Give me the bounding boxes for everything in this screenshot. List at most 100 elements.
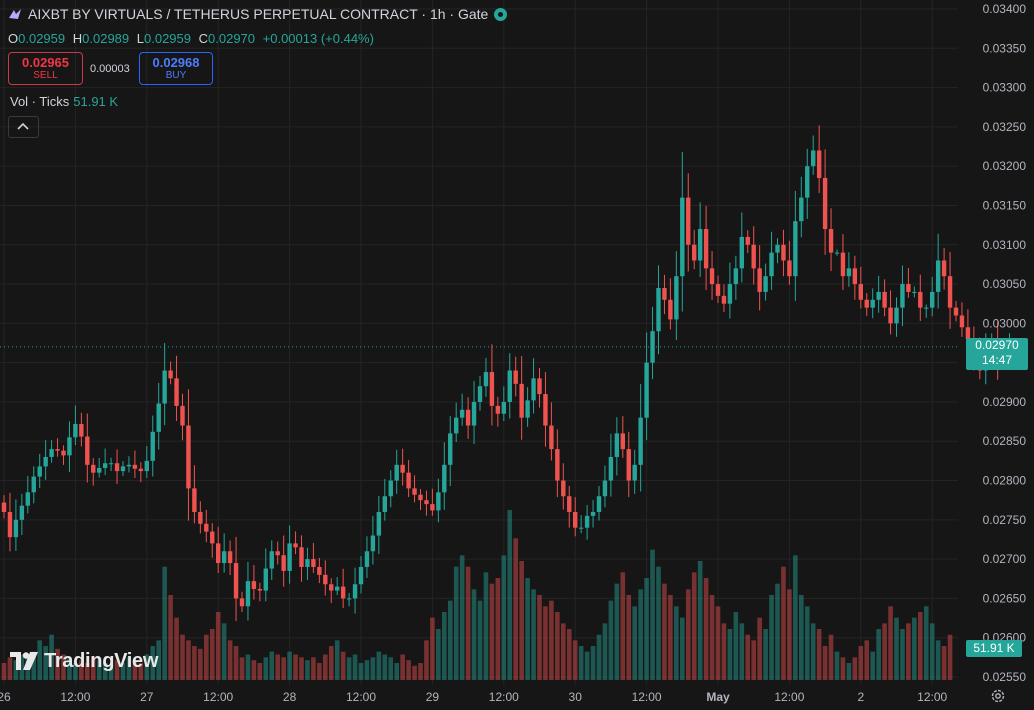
- ohlc-legend: O0.02959 H0.02989 L0.02959 C0.02970 +0.0…: [8, 31, 378, 46]
- candle-body: [769, 252, 774, 277]
- volume-bar: [156, 640, 161, 680]
- volume-bar: [929, 623, 935, 680]
- sell-button[interactable]: 0.02965 SELL: [8, 52, 83, 85]
- candle-body: [888, 307, 893, 324]
- price-tick-label: 0.03300: [983, 81, 1027, 95]
- volume-bar: [668, 595, 673, 680]
- volume-bar: [947, 634, 953, 680]
- volume-bar: [215, 612, 221, 680]
- candle-body: [263, 568, 268, 591]
- candle-body: [132, 464, 138, 469]
- candle-body: [174, 378, 179, 406]
- candle-body: [596, 496, 602, 512]
- candle-body: [941, 260, 947, 277]
- volume-bar: [787, 589, 792, 680]
- candle-body: [644, 362, 649, 418]
- candle-body: [269, 551, 274, 569]
- volume-bar: [483, 572, 489, 680]
- chevron-up-icon: [17, 122, 29, 130]
- candle-body: [43, 456, 48, 467]
- volume-bar: [757, 617, 762, 680]
- candle-body: [180, 405, 185, 426]
- collapse-legend-button[interactable]: [8, 116, 39, 138]
- candle-body: [317, 566, 322, 575]
- candle-body: [745, 236, 750, 245]
- candle-body: [662, 287, 667, 300]
- candle-body: [834, 252, 840, 254]
- volume-bar: [507, 510, 513, 680]
- volume-bar: [204, 634, 209, 680]
- candle-body: [37, 466, 42, 477]
- volume-bar: [941, 646, 947, 680]
- volume-bar: [834, 651, 840, 680]
- candle-body: [436, 492, 441, 511]
- volume-bar: [436, 629, 441, 680]
- candle-body: [442, 464, 447, 493]
- buy-button[interactable]: 0.02968 BUY: [139, 52, 213, 85]
- volume-bar: [370, 657, 376, 680]
- time-axis: 26 12:00 27 12:00 28 12:00 29 12:00 30 12:00 May 12…: [0, 690, 948, 704]
- candle-body: [525, 400, 530, 418]
- time-tick-label: 12:00: [203, 690, 233, 704]
- candle-body: [799, 197, 804, 222]
- candle-body: [465, 409, 471, 426]
- price-tick-label: 0.03100: [983, 238, 1027, 252]
- candle-body: [126, 464, 132, 467]
- volume-bar: [685, 589, 691, 680]
- candle-body: [49, 449, 54, 457]
- volume-bar: [55, 648, 60, 680]
- candle-body: [614, 433, 620, 457]
- volume-bar: [638, 589, 643, 680]
- chart-settings-button[interactable]: [990, 688, 1006, 709]
- candle-body: [495, 405, 501, 414]
- candle-body: [340, 586, 346, 599]
- high-key: H: [72, 31, 83, 46]
- candle-body: [674, 276, 679, 320]
- volume-bar: [495, 578, 501, 680]
- candle-body: [102, 463, 108, 468]
- last-price-tag: 0.02970 14:47: [966, 338, 1028, 370]
- volume-bar: [305, 660, 310, 680]
- candle-body: [448, 433, 453, 465]
- volume-bar: [745, 634, 751, 680]
- volume-bar: [406, 660, 411, 680]
- candle-body: [323, 574, 328, 585]
- volume-bar: [340, 651, 346, 680]
- volume-bar: [90, 657, 96, 680]
- volume-bar: [198, 648, 203, 680]
- volume-bar: [703, 578, 709, 680]
- candle-body: [822, 177, 828, 230]
- candle-body: [930, 291, 935, 308]
- volume-bar: [852, 657, 858, 680]
- time-tick-label: 12:00: [774, 690, 804, 704]
- volume-bar: [721, 623, 727, 680]
- volume-bar: [96, 660, 102, 680]
- volume-bar: [793, 555, 798, 680]
- candle-body: [513, 370, 518, 384]
- candle-body: [953, 307, 959, 316]
- candle-body: [13, 519, 19, 538]
- candle-body: [686, 197, 691, 245]
- candle-body: [7, 511, 13, 538]
- candle-body: [346, 598, 352, 600]
- price-tick-label: 0.03150: [983, 198, 1027, 212]
- candle-body: [852, 268, 858, 285]
- candle-body: [168, 370, 173, 379]
- volume-bar: [555, 612, 560, 680]
- volume-bar: [418, 663, 423, 680]
- volume-bar: [906, 623, 911, 680]
- volume-bar: [352, 654, 358, 680]
- high-value: 0.02989: [82, 31, 130, 46]
- volume-bar: [364, 660, 370, 680]
- candle-body: [394, 464, 399, 481]
- volume-bar: [525, 578, 530, 680]
- volume-bar: [108, 665, 114, 680]
- candle-body: [186, 425, 191, 489]
- volume-bar: [334, 640, 340, 680]
- volume-bar: [519, 561, 524, 680]
- volume-bar: [918, 612, 923, 680]
- price-tick-label: 0.02850: [983, 434, 1027, 448]
- candle-body: [763, 276, 768, 292]
- volume-bar: [572, 640, 578, 680]
